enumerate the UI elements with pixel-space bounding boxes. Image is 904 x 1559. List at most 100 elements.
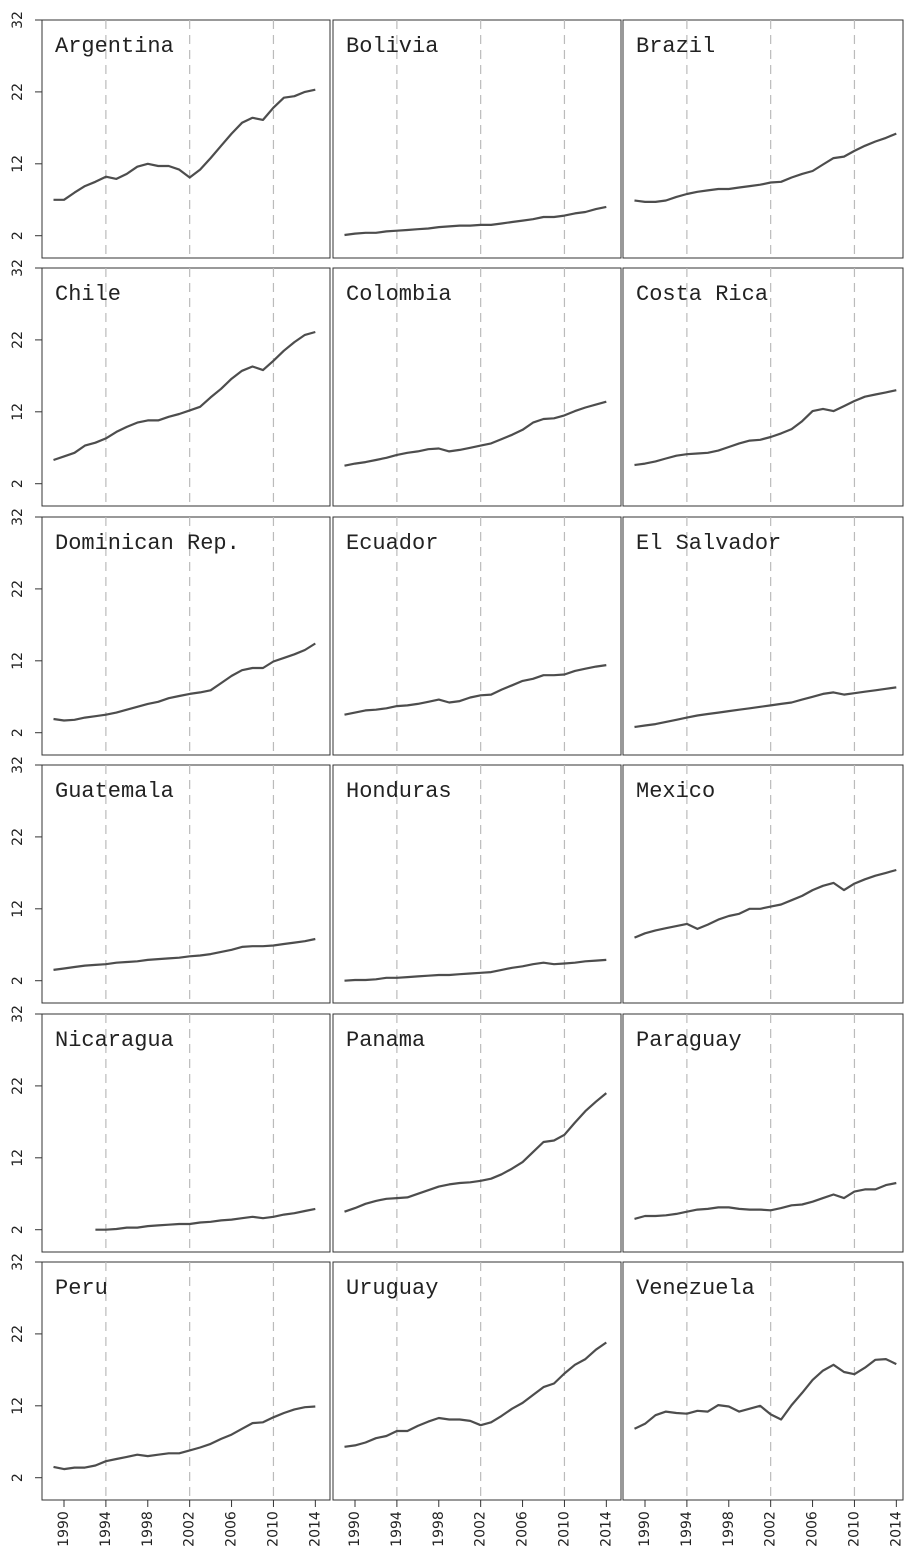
- x-tick-label: 2002: [473, 1511, 489, 1547]
- panel: El Salvador: [622, 516, 904, 756]
- y-tick-label: 32: [10, 756, 26, 774]
- x-tick-label: 2010: [556, 1511, 572, 1547]
- x-tick-label: 2010: [846, 1511, 862, 1547]
- y-tick-label: 2: [10, 231, 26, 240]
- panel-title: Colombia: [346, 282, 452, 307]
- panel-frame: [622, 764, 904, 1004]
- y-tick-label: 2: [10, 1473, 26, 1482]
- series-line: [634, 868, 897, 939]
- series-line: [634, 389, 897, 467]
- panel-frame: [332, 267, 622, 507]
- panel-frame: [622, 516, 904, 756]
- x-tick-label: 2006: [224, 1511, 240, 1547]
- panel-title: Mexico: [636, 779, 715, 804]
- panel-title: Bolivia: [346, 34, 438, 59]
- x-tick-label: 2010: [265, 1511, 281, 1547]
- series-line: [634, 1181, 897, 1220]
- panel: Honduras: [332, 764, 622, 1004]
- series-line: [53, 1405, 316, 1471]
- panel: Nicaragua 2 12 22 32: [10, 1005, 331, 1253]
- panel-frame: [332, 1261, 622, 1501]
- y-tick-label: 22: [10, 1077, 26, 1095]
- panel-frame: [41, 516, 331, 756]
- y-tick-label: 22: [10, 580, 26, 598]
- y-tick-label: 12: [10, 1397, 26, 1415]
- x-tick-label: 1998: [431, 1511, 447, 1547]
- panel-frame: [41, 267, 331, 507]
- panel-title: Nicaragua: [55, 1028, 174, 1053]
- panel-frame: [622, 267, 904, 507]
- panel: Venezuela 1990 1994 1998 2002 2006 2010 2014: [622, 1261, 904, 1547]
- panel: Colombia: [332, 267, 622, 507]
- x-tick-label: 2006: [515, 1511, 531, 1547]
- panel-frame: [41, 19, 331, 259]
- y-tick-label: 2: [10, 976, 26, 985]
- series-line: [634, 686, 897, 729]
- panel: Ecuador: [332, 516, 622, 756]
- y-tick-label: 22: [10, 828, 26, 846]
- panel-title: Ecuador: [346, 531, 438, 556]
- series-line: [53, 88, 316, 201]
- x-tick-label: 2002: [182, 1511, 198, 1547]
- y-tick-label: 2: [10, 1225, 26, 1234]
- x-tick-label: 2014: [598, 1511, 614, 1547]
- y-tick-label: 22: [10, 1325, 26, 1343]
- x-tick-label: 1990: [56, 1511, 72, 1547]
- panel-title: Brazil: [636, 34, 715, 59]
- panel: Dominican Rep. 2 12 22 32: [10, 508, 331, 756]
- y-tick-label: 22: [10, 83, 26, 101]
- y-tick-label: 32: [10, 1005, 26, 1023]
- panel-title: Venezuela: [636, 1276, 755, 1301]
- panel-title: Argentina: [55, 34, 174, 59]
- series-line: [344, 400, 607, 467]
- panel: Chile 2 12 22 32: [10, 259, 331, 507]
- series-line: [344, 205, 607, 237]
- panel: Guatemala 2 12 22 32: [10, 756, 331, 1004]
- panel-title: Paraguay: [636, 1028, 742, 1053]
- y-tick-label: 12: [10, 1149, 26, 1167]
- panel: Argentina 2 12 22 32: [10, 11, 331, 259]
- y-tick-label: 2: [10, 479, 26, 488]
- x-tick-label: 1998: [140, 1511, 156, 1547]
- panel-title: Dominican Rep.: [55, 531, 240, 556]
- series-line: [95, 1207, 316, 1231]
- panel-title: Uruguay: [346, 1276, 438, 1301]
- panel-frame: [332, 516, 622, 756]
- panel: Panama: [332, 1013, 622, 1253]
- x-tick-label: 2014: [307, 1511, 323, 1547]
- series-line: [344, 1092, 608, 1213]
- x-tick-label: 1998: [721, 1511, 737, 1547]
- panel-frame: [622, 19, 904, 259]
- series-line: [634, 132, 897, 203]
- panel-frame: [622, 1013, 904, 1253]
- panel-title: Costa Rica: [636, 282, 768, 307]
- series-line: [53, 642, 316, 722]
- panel-title: El Salvador: [636, 531, 781, 556]
- panel-frame: [41, 1261, 331, 1501]
- panel: Costa Rica: [622, 267, 904, 507]
- y-tick-label: 12: [10, 403, 26, 421]
- panel: Uruguay 1990 1994 1998 2002 2006 2010 2014: [332, 1261, 622, 1547]
- panel-title: Panama: [346, 1028, 425, 1053]
- y-tick-label: 12: [10, 900, 26, 918]
- series-line: [344, 1341, 607, 1448]
- x-tick-label: 1994: [389, 1511, 405, 1547]
- x-tick-label: 1994: [98, 1511, 114, 1547]
- panel-frame: [332, 1013, 622, 1253]
- panel-frame: [41, 1013, 331, 1253]
- panel-title: Guatemala: [55, 779, 174, 804]
- x-tick-label: 2002: [763, 1511, 779, 1547]
- y-tick-label: 32: [10, 11, 26, 29]
- x-tick-label: 1994: [679, 1511, 695, 1547]
- y-tick-label: 2: [10, 728, 26, 737]
- series-line: [53, 330, 316, 462]
- y-tick-label: 12: [10, 155, 26, 173]
- y-tick-label: 32: [10, 1253, 26, 1271]
- panel: Paraguay: [622, 1013, 904, 1253]
- x-tick-label: 2006: [805, 1511, 821, 1547]
- series-line: [344, 958, 607, 982]
- panel: Peru 2 12 22 32 1990 1994 1998 2002 2006 2010 2014: [10, 1253, 331, 1547]
- y-tick-label: 12: [10, 652, 26, 670]
- series-line: [344, 664, 607, 716]
